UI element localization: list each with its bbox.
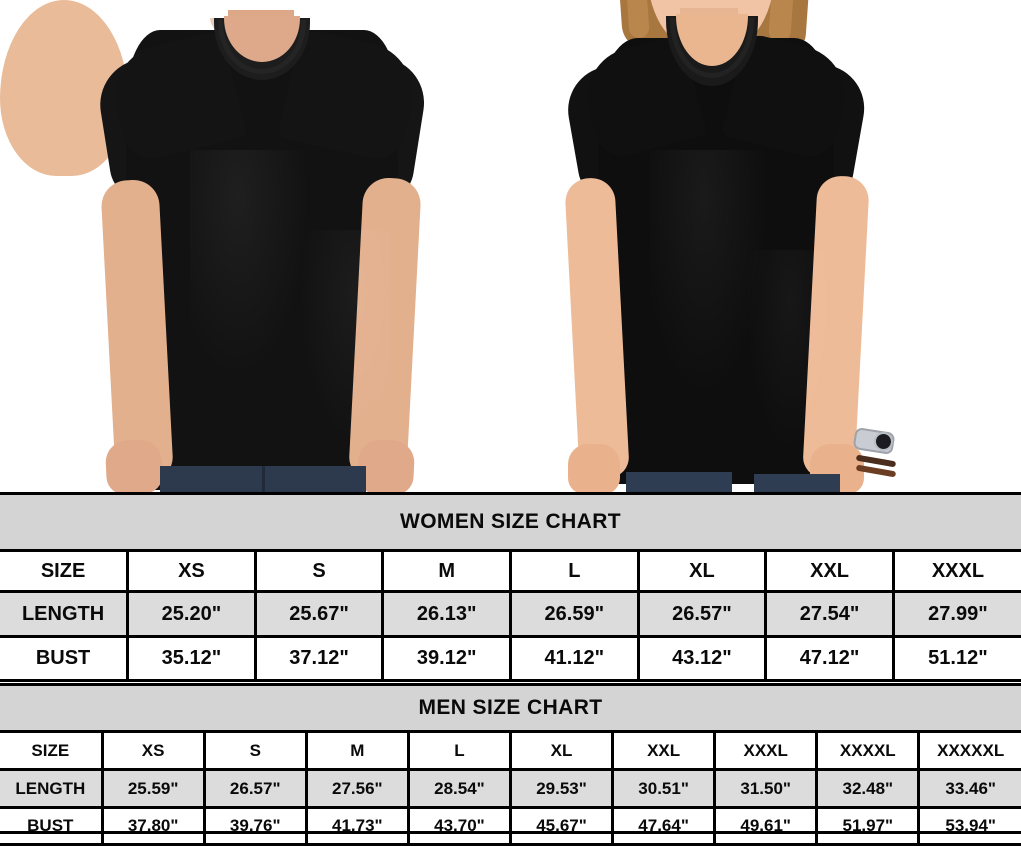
men-size-header-row: SIZE XS S M L XL XXL XXXL XXXXL XXXXXL [0, 730, 1021, 771]
women-bust-l: 41.12" [509, 635, 640, 682]
men-bust-l: 43.70" [406, 806, 512, 846]
women-bust-m: 39.12" [381, 635, 512, 682]
men-row-label-bust: BUST [0, 806, 104, 846]
men-length-xl: 29.53" [508, 768, 615, 809]
women-chart-title-row: WOMEN SIZE CHART [0, 492, 1021, 552]
women-size-header-row: SIZE XS S M L XL XXL XXXL [0, 549, 1021, 593]
women-row-label-size: SIZE [0, 549, 130, 593]
women-bust-xxxl: 51.12" [891, 635, 1021, 682]
male-model-photo [0, 0, 510, 492]
women-size-xxxl: XXXL [891, 549, 1021, 593]
female-model-photo [510, 0, 1021, 492]
women-length-xs: 25.20" [126, 590, 257, 638]
men-bust-xxl: 47.64" [611, 806, 717, 846]
men-length-xxxxxl: 33.46" [917, 768, 1021, 809]
men-size-xxxl: XXXL [713, 730, 819, 771]
men-bust-s: 39.76" [202, 806, 308, 846]
men-length-l: 28.54" [406, 768, 512, 809]
women-size-chart-table: WOMEN SIZE CHART SIZE XS S M L XL XXL XX… [0, 492, 1021, 682]
men-size-s: S [202, 730, 308, 771]
men-size-xl: XL [508, 730, 615, 771]
women-bust-xl: 43.12" [636, 635, 768, 682]
men-bust-row: BUST 37.80" 39.76" 41.73" 43.70" 45.67" … [0, 806, 1021, 846]
men-length-xxxxl: 32.48" [815, 768, 921, 809]
men-bust-m: 41.73" [304, 806, 410, 846]
men-size-xxxxxl: XXXXXL [917, 730, 1021, 771]
women-length-s: 25.67" [253, 590, 385, 638]
bottom-border-rule [0, 831, 1021, 834]
female-jeans-left [626, 472, 732, 492]
men-size-chart: MEN SIZE CHART SIZE XS S M L XL XXL XXXL… [0, 683, 1021, 846]
women-size-xxl: XXL [764, 549, 895, 593]
female-jeans-right [754, 474, 840, 492]
women-bust-row: BUST 35.12" 37.12" 39.12" 41.12" 43.12" … [0, 635, 1021, 682]
women-size-s: S [253, 549, 385, 593]
men-length-xxxl: 31.50" [713, 768, 819, 809]
women-bust-xxl: 47.12" [764, 635, 895, 682]
women-size-l: L [509, 549, 640, 593]
women-length-l: 26.59" [509, 590, 640, 638]
men-length-xxl: 30.51" [611, 768, 717, 809]
male-jeans-seam [262, 466, 265, 492]
men-bust-xxxl: 49.61" [713, 806, 819, 846]
men-row-label-length: LENGTH [0, 768, 104, 809]
men-size-xxl: XXL [611, 730, 717, 771]
women-bust-s: 37.12" [253, 635, 385, 682]
product-photo-band [0, 0, 1021, 492]
men-chart-title: MEN SIZE CHART [0, 683, 1021, 733]
men-row-label-size: SIZE [0, 730, 104, 771]
men-size-l: L [406, 730, 512, 771]
women-length-m: 26.13" [381, 590, 512, 638]
men-chart-title-row: MEN SIZE CHART [0, 683, 1021, 733]
male-left-hand [104, 438, 164, 492]
women-length-row: LENGTH 25.20" 25.67" 26.13" 26.59" 26.57… [0, 590, 1021, 638]
women-bust-xs: 35.12" [126, 635, 257, 682]
women-row-label-bust: BUST [0, 635, 130, 682]
women-size-chart: WOMEN SIZE CHART SIZE XS S M L XL XXL XX… [0, 492, 1021, 682]
women-length-xxl: 27.54" [764, 590, 895, 638]
men-length-m: 27.56" [304, 768, 410, 809]
women-length-xxxl: 27.99" [891, 590, 1021, 638]
men-size-xxxxl: XXXXL [815, 730, 921, 771]
men-bust-xxxxl: 51.97" [815, 806, 921, 846]
men-length-row: LENGTH 25.59" 26.57" 27.56" 28.54" 29.53… [0, 768, 1021, 809]
female-left-hand [568, 444, 620, 492]
men-length-xs: 25.59" [100, 768, 206, 809]
women-length-xl: 26.57" [636, 590, 768, 638]
women-size-xs: XS [126, 549, 257, 593]
men-bust-xs: 37.80" [100, 806, 206, 846]
men-length-s: 26.57" [202, 768, 308, 809]
men-size-chart-table: MEN SIZE CHART SIZE XS S M L XL XXL XXXL… [0, 683, 1021, 846]
men-size-m: M [304, 730, 410, 771]
women-row-label-length: LENGTH [0, 590, 130, 638]
men-size-xs: XS [100, 730, 206, 771]
women-size-xl: XL [636, 549, 768, 593]
male-tshirt-hem [132, 330, 392, 490]
women-chart-title: WOMEN SIZE CHART [0, 492, 1021, 552]
women-size-m: M [381, 549, 512, 593]
men-bust-xl: 45.67" [508, 806, 615, 846]
men-bust-xxxxxl: 53.94" [917, 806, 1021, 846]
